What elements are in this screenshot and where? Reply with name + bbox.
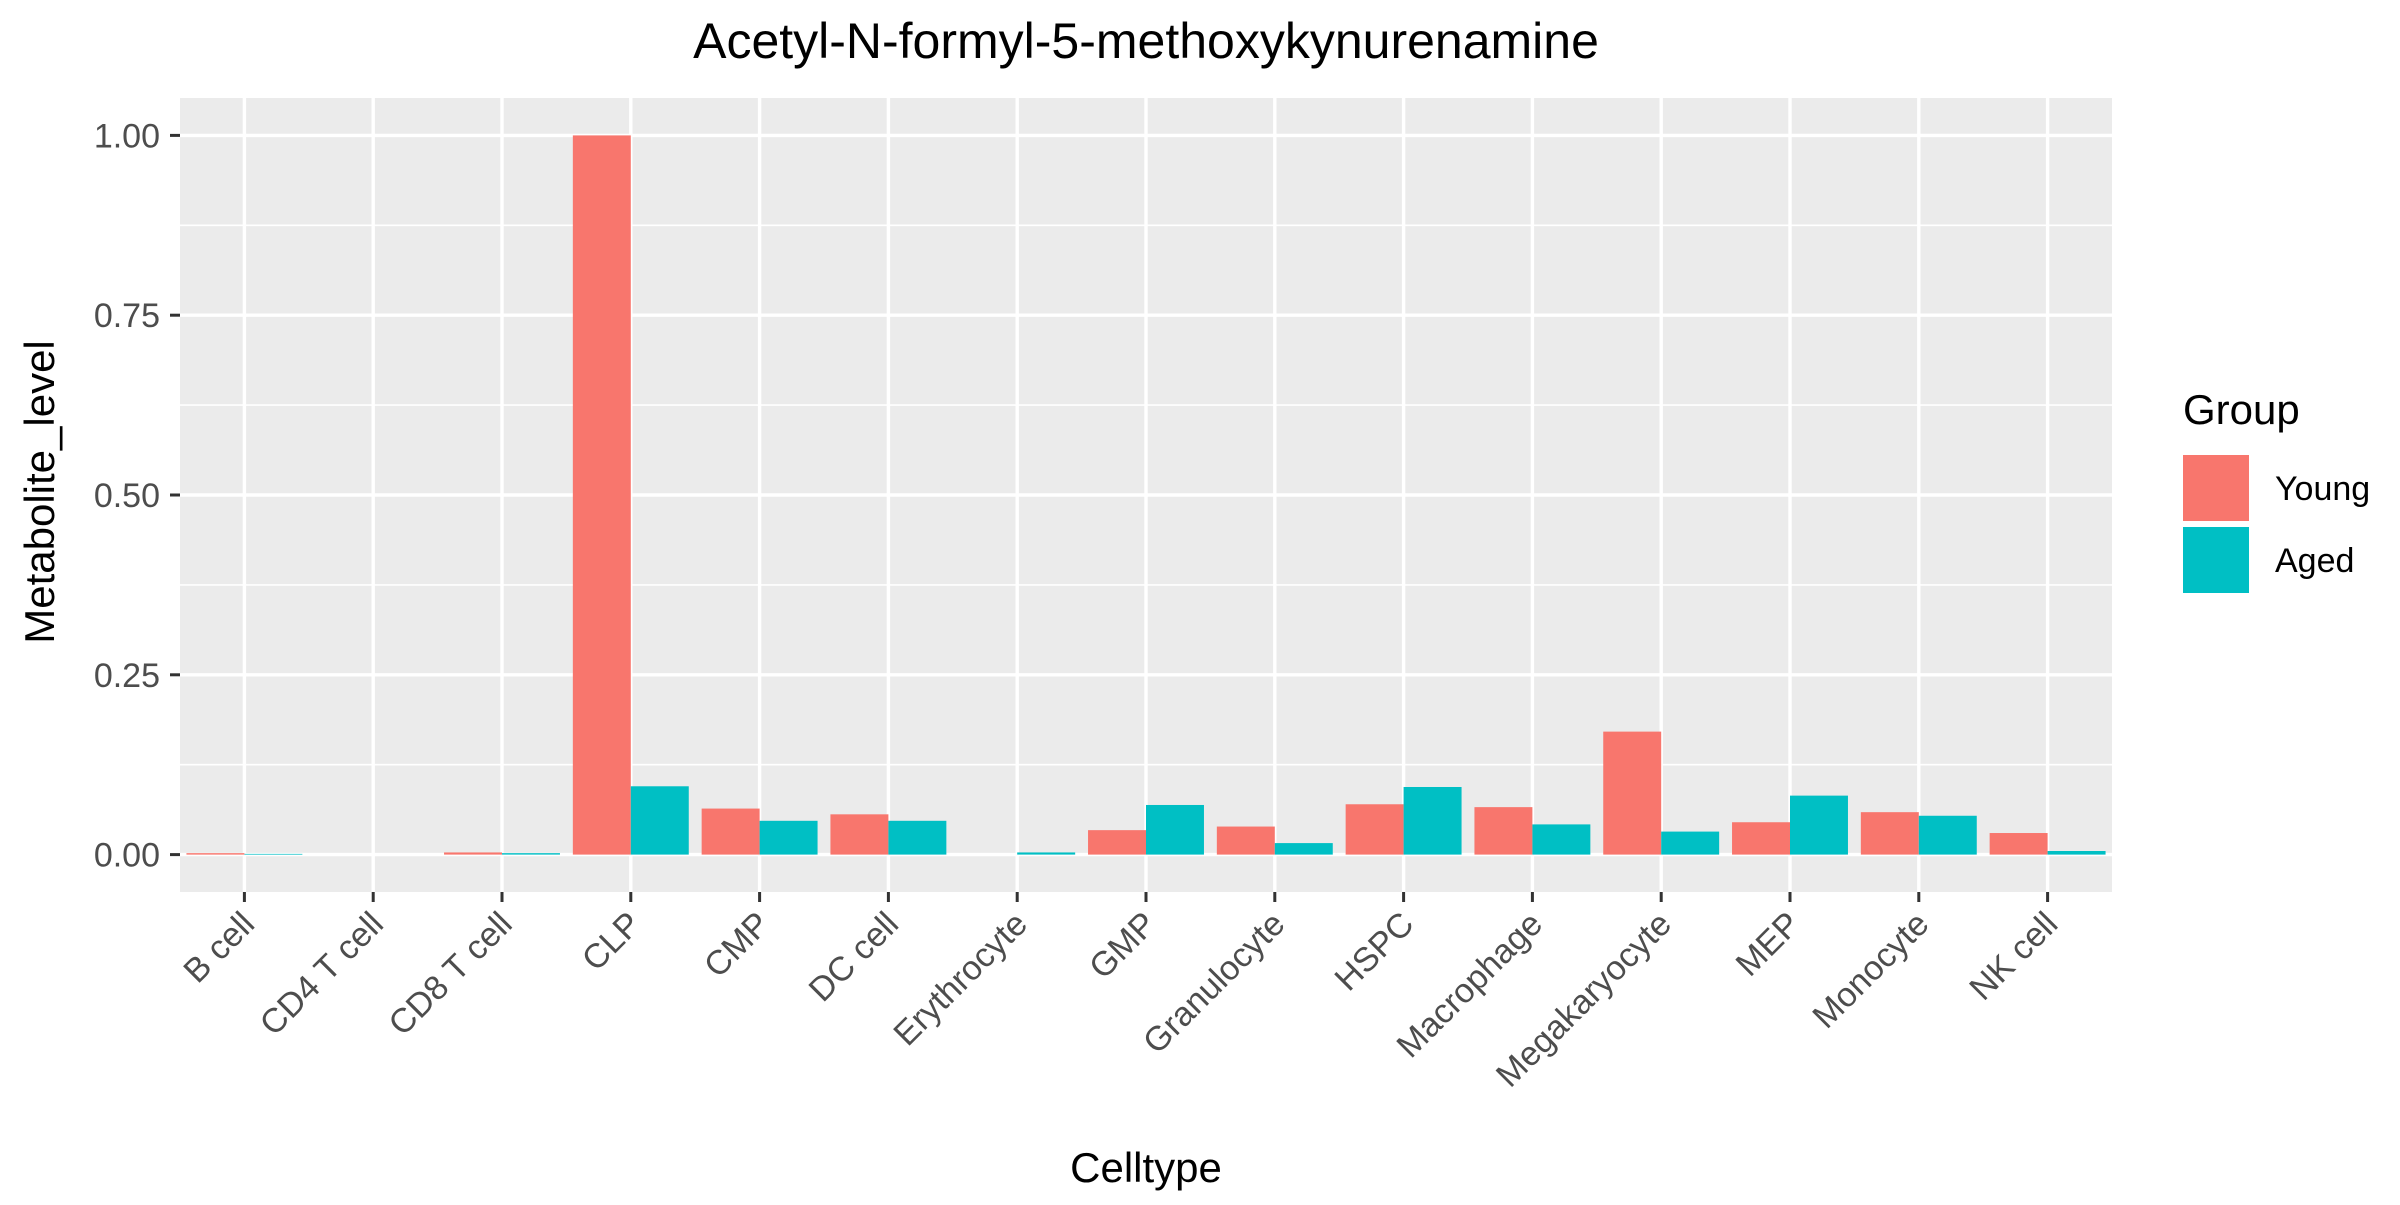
bar-young — [1603, 731, 1662, 855]
bar-young — [444, 852, 502, 855]
bar-aged — [502, 853, 560, 855]
bar-aged — [1532, 824, 1591, 855]
y-axis-label: Metabolite_level — [16, 340, 63, 644]
y-tick-label: 0.00 — [94, 837, 160, 875]
legend-key-young — [2183, 455, 2249, 521]
bar-young — [1088, 830, 1146, 855]
bar-aged — [1790, 795, 1848, 855]
bar-young — [186, 853, 245, 855]
legend-label-aged: Aged — [2275, 542, 2354, 580]
bar-young — [572, 135, 631, 855]
bar-aged — [1274, 843, 1333, 855]
bar-young — [1345, 804, 1404, 855]
bar-aged — [244, 853, 303, 855]
bar-aged — [2047, 851, 2106, 855]
legend-title: Group — [2183, 386, 2300, 433]
bar-young — [1732, 822, 1790, 855]
y-tick-label: 0.75 — [94, 297, 160, 335]
bar-aged — [1661, 831, 1720, 855]
plot-panel — [180, 98, 2112, 892]
y-tick-label: 0.25 — [94, 657, 160, 695]
bar-aged — [1918, 815, 1977, 855]
bar-young — [701, 808, 760, 855]
bar-young — [1216, 826, 1275, 855]
bar-aged — [1403, 786, 1462, 855]
bar-young — [830, 814, 889, 855]
bar-young — [1860, 812, 1919, 855]
bar-aged — [759, 820, 818, 855]
bar-young — [1474, 807, 1533, 855]
y-tick-label: 1.00 — [94, 117, 160, 155]
bar-aged — [1017, 852, 1076, 855]
x-axis-label: Celltype — [1070, 1144, 1222, 1191]
bar-aged — [888, 820, 947, 855]
legend-key-aged — [2183, 527, 2249, 593]
legend-label-young: Young — [2275, 470, 2370, 508]
legend: Group Young Aged — [2183, 386, 2370, 593]
y-tick-label: 0.50 — [94, 477, 160, 515]
chart-title: Acetyl-N-formyl-5-methoxykynurenamine — [693, 13, 1599, 69]
bar-aged — [630, 786, 689, 855]
bar-young — [1989, 833, 2048, 855]
bar-aged — [1146, 804, 1204, 855]
